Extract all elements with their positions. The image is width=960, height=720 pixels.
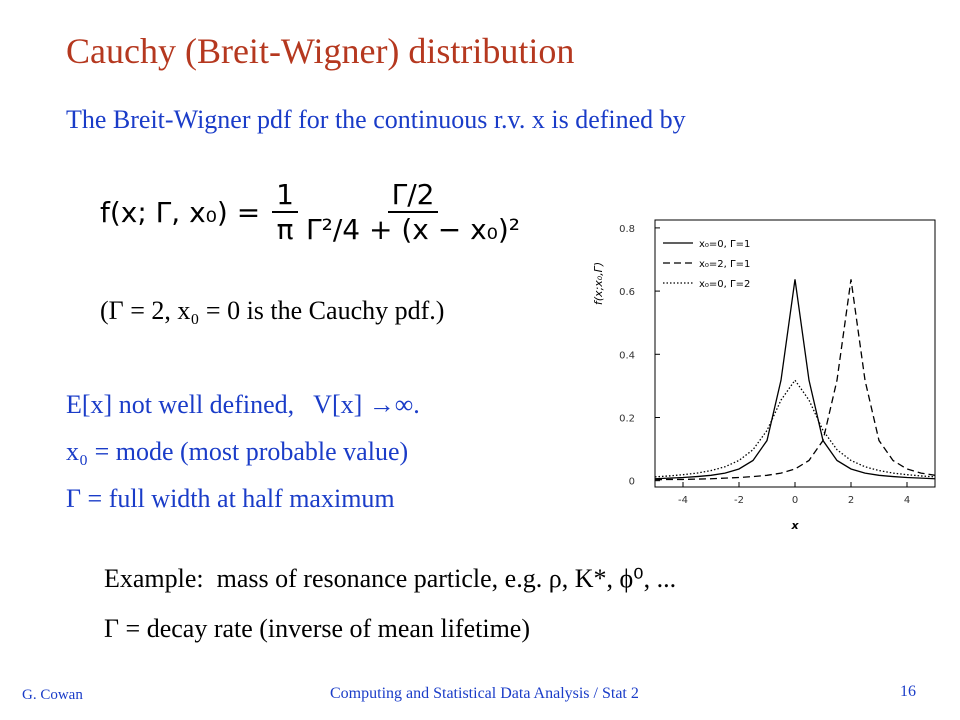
plot-frame [654, 219, 936, 488]
y-tick-label: 0.2 [619, 413, 635, 424]
formula-text: Γ²/4 + (x − x₀)² [306, 213, 521, 246]
note: (Γ = 2, x₀ = 0 is the Cauchy pdf.) [100, 296, 445, 325]
y-axis-label: f(x;x₀,Γ) [592, 262, 605, 305]
formula-text: Γ/2 [387, 178, 439, 213]
x-tick-label: 2 [848, 495, 854, 506]
series-line [654, 279, 936, 481]
series-line [654, 379, 936, 478]
y-tick-label: 0.6 [619, 287, 635, 298]
chart: 0 0.2 0.4 0.6 0.8 -4 -2 0 2 4 x f(x;x₀,Γ) x₀=0, Γ=1 x… [592, 219, 936, 532]
legend-label: x₀=2, Γ=1 [699, 259, 750, 270]
x-tick-label: 4 [904, 495, 910, 506]
x-tick-label: 0 [792, 495, 798, 506]
footer-page: 16 [900, 683, 916, 700]
subtitle: The Breit-Wigner pdf for the continuous … [66, 105, 686, 134]
formula-text: π [276, 213, 294, 246]
x-tick-label: -4 [678, 495, 688, 506]
footer-course: Computing and Statistical Data Analysis … [330, 685, 639, 702]
title: Cauchy (Breit-Wigner) distribution [66, 31, 575, 71]
y-tick-label: 0.4 [619, 350, 635, 361]
footer-author: G. Cowan [22, 687, 83, 703]
legend-label: x₀=0, Γ=1 [699, 239, 750, 250]
point: E[x] not well defined, V[x] →∞. [66, 390, 420, 419]
point: x₀ = mode (most probable value) [66, 437, 409, 466]
y-tick-label: 0.8 [619, 224, 635, 235]
fraction: Γ/2 Γ²/4 + (x − x₀)² [306, 178, 520, 246]
formula-lhs: f(x; Γ, x₀) = [100, 195, 261, 229]
x-tick-label: -2 [734, 495, 744, 506]
point: Γ = full width at half maximum [66, 484, 395, 513]
example: Example: mass of resonance particle, e.g… [104, 564, 677, 593]
example: Γ = decay rate (inverse of mean lifetime… [104, 614, 530, 643]
x-axis-label: x [790, 519, 799, 532]
series-line [654, 279, 936, 480]
legend-label: x₀=0, Γ=2 [699, 279, 750, 290]
y-tick-label: 0 [629, 477, 635, 488]
formula-text: 1 [272, 178, 298, 213]
